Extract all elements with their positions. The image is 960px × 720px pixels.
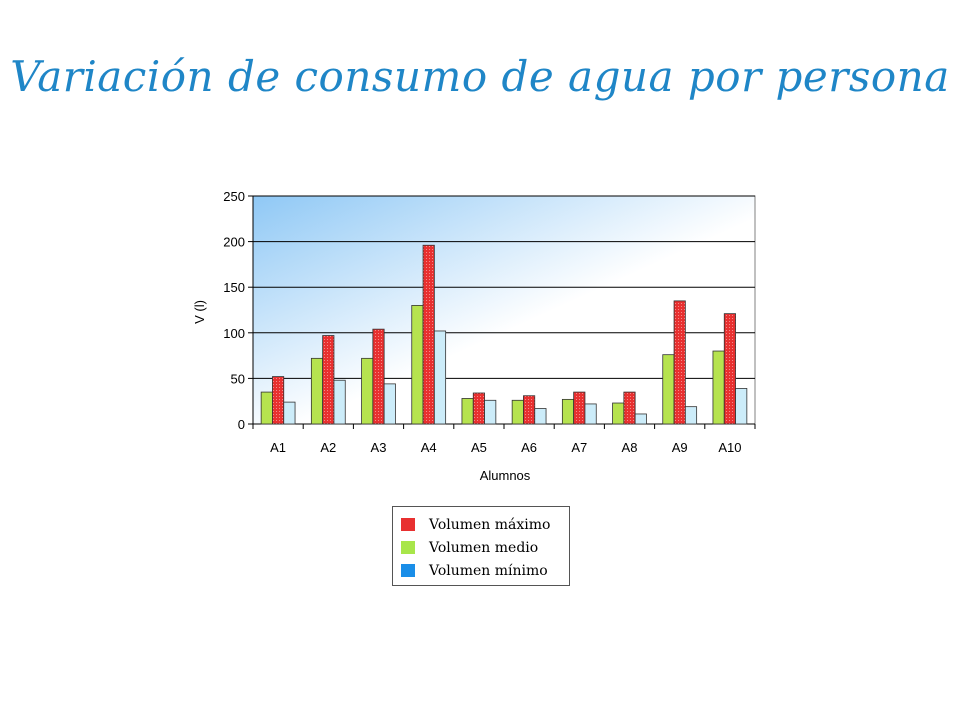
bar-volumen-medio-a1 (260, 391, 273, 425)
bar-volumen-medio-a7 (561, 398, 575, 425)
bar-volumen-m-nimo-a9 (684, 406, 698, 425)
bar-volumen-m-ximo-a1 (272, 376, 285, 425)
x-tick-label: A10 (718, 440, 741, 455)
legend-swatch-red (401, 518, 415, 531)
x-tick-label: A1 (270, 440, 286, 455)
chart-legend: Volumen máximo Volumen medio Volumen mín… (392, 506, 570, 586)
bar-volumen-m-ximo-a7 (573, 391, 586, 425)
y-tick-label: 50 (231, 371, 245, 386)
x-tick-label: A7 (571, 440, 587, 455)
bar-volumen-m-ximo-a4 (422, 244, 435, 425)
legend-label: Volumen máximo (429, 516, 551, 533)
x-tick-label: A4 (421, 440, 437, 455)
slide-title: Variación de consumo de agua por persona (10, 52, 950, 101)
bar-volumen-m-ximo-a3 (372, 328, 385, 425)
bar-volumen-medio-a5 (461, 398, 474, 425)
x-tick-label: A3 (371, 440, 387, 455)
bar-volumen-medio-a3 (361, 357, 374, 425)
bar-volumen-medio-a10 (712, 350, 725, 425)
legend-swatch-blue (401, 564, 415, 577)
legend-item-volumen-maximo: Volumen máximo (401, 513, 569, 536)
bar-volumen-m-ximo-a9 (673, 300, 686, 425)
legend-item-volumen-medio: Volumen medio (401, 536, 569, 559)
legend-item-volumen-minimo: Volumen mínimo (401, 559, 569, 582)
bar-volumen-m-ximo-a10 (723, 313, 736, 425)
bar-volumen-m-nimo-a1 (283, 401, 296, 425)
bar-volumen-medio-a4 (411, 305, 424, 425)
bar-volumen-medio-a8 (612, 402, 625, 425)
bar-volumen-m-ximo-a5 (472, 392, 485, 425)
bar-volumen-m-nimo-a8 (634, 413, 647, 425)
x-tick-label: A6 (521, 440, 537, 455)
bar-volumen-m-nimo-a6 (534, 408, 547, 425)
y-tick-label: 150 (223, 280, 245, 295)
y-tick-label: 100 (223, 326, 245, 341)
x-tick-label: A9 (672, 440, 688, 455)
x-axis-label: Alumnos (480, 468, 531, 483)
legend-label: Volumen medio (429, 539, 539, 556)
y-tick-label: 0 (238, 417, 245, 432)
bar-volumen-medio-a6 (511, 399, 524, 425)
bar-volumen-medio-a9 (662, 354, 675, 425)
bar-volumen-m-nimo-a3 (383, 383, 396, 425)
legend-swatch-green (401, 541, 415, 554)
bar-volumen-m-ximo-a8 (623, 391, 636, 425)
x-tick-label: A2 (320, 440, 336, 455)
bar-volumen-m-ximo-a6 (523, 395, 536, 425)
y-axis-label: V (l) (192, 300, 207, 324)
y-tick-label: 250 (223, 189, 245, 204)
y-tick-label: 200 (223, 235, 245, 250)
bar-volumen-m-nimo-a2 (333, 379, 346, 425)
bar-volumen-m-nimo-a5 (484, 399, 497, 425)
legend-label: Volumen mínimo (429, 562, 548, 579)
bar-volumen-m-nimo-a4 (433, 330, 447, 425)
bar-volumen-m-nimo-a10 (735, 388, 748, 425)
bar-volumen-medio-a2 (310, 357, 324, 425)
bar-volumen-m-nimo-a7 (584, 403, 597, 425)
x-tick-label: A5 (471, 440, 487, 455)
bar-volumen-m-ximo-a2 (322, 335, 335, 425)
x-tick-label: A8 (622, 440, 638, 455)
